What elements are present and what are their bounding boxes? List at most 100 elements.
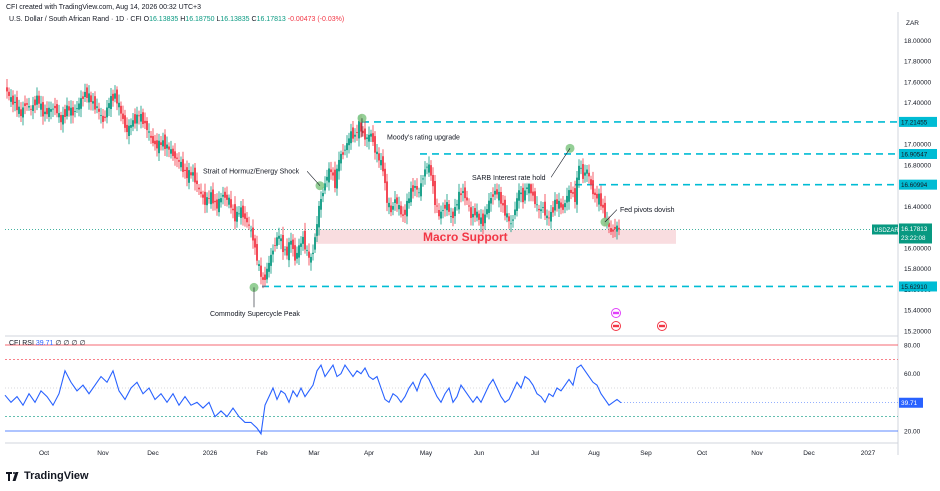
candle-body <box>246 217 248 223</box>
rsi-legend[interactable]: CFI RSI 39.71 ∅ ∅ ∅ ∅ <box>9 339 86 347</box>
candle-body <box>390 205 392 213</box>
candle-body <box>76 108 78 110</box>
candle-body <box>354 134 356 137</box>
candle-body <box>122 113 124 119</box>
candle-body <box>564 203 566 208</box>
annotation-connector <box>604 209 618 223</box>
candle-body <box>434 181 436 206</box>
candle-body <box>518 190 520 201</box>
candle-body <box>130 125 132 128</box>
candle-body <box>256 244 258 261</box>
level-price-label: 16.90547 <box>901 151 928 158</box>
candle-body <box>190 172 192 176</box>
candle-body <box>234 204 236 222</box>
rsi-value-tag <box>899 397 923 408</box>
symbol-name[interactable]: U.S. Dollar / South African Rand · 1D · … <box>9 16 142 23</box>
candle-body <box>118 102 120 108</box>
candle-body <box>36 95 38 105</box>
candle-body <box>512 219 514 221</box>
candle-body <box>496 189 498 195</box>
candle-body <box>262 277 264 280</box>
candle-body <box>500 191 502 204</box>
tradingview-brand[interactable]: TradingView <box>6 470 89 482</box>
time-axis-label: Mar <box>308 450 320 457</box>
time-axis-label: 2027 <box>861 450 876 457</box>
candle-body <box>64 109 66 117</box>
candle-body <box>470 207 472 218</box>
candle-body <box>460 193 462 196</box>
candle-body <box>112 93 114 101</box>
candle-body <box>134 114 136 124</box>
candle-body <box>604 202 606 219</box>
candle-body <box>436 205 438 207</box>
candle-body <box>312 252 314 255</box>
candle-body <box>138 115 140 117</box>
time-axis-label: Dec <box>147 450 159 457</box>
candle-body <box>558 200 560 209</box>
candle-body <box>444 204 446 209</box>
candle-body <box>208 198 210 199</box>
candle-body <box>346 143 348 151</box>
candle-body <box>592 180 594 195</box>
level-price-tag <box>899 116 937 127</box>
rsi-title: CFI RSI <box>9 340 34 347</box>
candle-body <box>6 87 8 92</box>
candle-body <box>486 209 488 215</box>
candle-body <box>258 264 260 266</box>
candle-body <box>418 192 420 194</box>
candle-body <box>388 202 390 208</box>
low-label: L <box>216 16 221 23</box>
price-tick: 17.00000 <box>904 142 931 149</box>
candle-body <box>200 191 202 194</box>
candle-body <box>42 102 44 117</box>
candle-body <box>494 190 496 195</box>
candle-body <box>224 191 226 198</box>
candle-body <box>316 224 318 236</box>
candle-body <box>492 194 494 197</box>
candle-body <box>484 214 486 224</box>
candle-body <box>30 108 32 110</box>
candle-body <box>476 211 478 218</box>
candle-body <box>392 206 394 210</box>
candle-body <box>216 199 218 209</box>
candle-body <box>116 89 118 104</box>
candle-body <box>514 209 516 216</box>
annotation-box <box>207 307 307 320</box>
created-by-text: CFI created with TradingView.com, Aug 14… <box>6 4 202 11</box>
candle-body <box>362 130 364 134</box>
candle-body <box>456 204 458 206</box>
time-axis-label: Jun <box>474 450 485 457</box>
candle-body <box>274 245 276 247</box>
bar-countdown: 23:22:08 <box>901 235 926 242</box>
candle-body <box>580 167 582 169</box>
rsi-tick: 20.00 <box>904 429 921 436</box>
candle-body <box>402 214 404 216</box>
candle-body <box>508 216 510 222</box>
candle-body <box>546 215 548 219</box>
candle-body <box>324 183 326 191</box>
candle-body <box>542 207 544 208</box>
rsi-extras: ∅ ∅ ∅ ∅ <box>55 340 86 347</box>
candle-body <box>336 168 338 189</box>
candle-body <box>544 201 546 216</box>
candle-body <box>590 179 592 185</box>
macro-support-zone <box>315 229 676 244</box>
candle-body <box>166 144 168 149</box>
candle-body <box>228 197 230 205</box>
candle-body <box>560 202 562 208</box>
annotation-text: Strait of Hormuz/Energy Shock <box>203 169 300 176</box>
candle-body <box>48 107 50 117</box>
candle-body <box>10 97 12 102</box>
candle-body <box>588 172 590 177</box>
candle-body <box>288 242 290 261</box>
candle-body <box>582 164 584 179</box>
candle-body <box>270 254 272 266</box>
candle-body <box>384 168 386 184</box>
candle-body <box>100 115 102 116</box>
candle-body <box>478 213 480 220</box>
candle-body <box>552 207 554 213</box>
event-icon-stripe <box>613 324 619 328</box>
candle-body <box>126 124 128 133</box>
candle-body <box>356 132 358 133</box>
